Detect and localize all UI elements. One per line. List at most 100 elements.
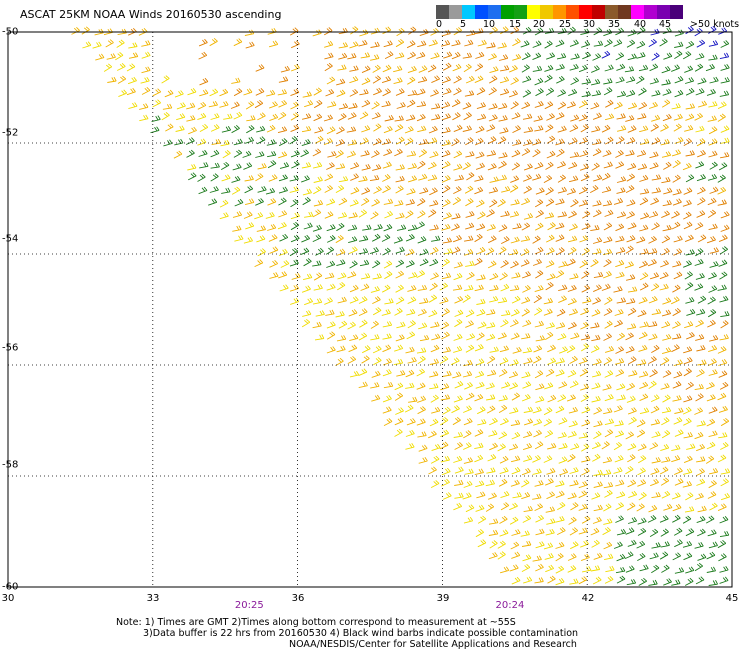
wind-barb bbox=[626, 173, 636, 182]
wind-barb bbox=[313, 99, 323, 109]
wind-barb bbox=[543, 542, 554, 550]
wind-barb bbox=[615, 52, 625, 61]
wind-barb bbox=[582, 566, 592, 573]
wind-barb bbox=[199, 77, 209, 86]
wind-barb bbox=[255, 151, 265, 158]
wind-barb bbox=[708, 369, 718, 376]
wind-barb bbox=[222, 150, 231, 159]
wind-barb bbox=[429, 358, 439, 365]
wind-barb bbox=[534, 441, 544, 450]
wind-barb bbox=[603, 78, 613, 85]
wind-barb bbox=[639, 248, 649, 255]
wind-barb bbox=[532, 493, 542, 500]
wind-barb bbox=[335, 163, 346, 170]
wind-barb bbox=[362, 345, 371, 354]
wind-barb bbox=[671, 221, 681, 230]
wind-barb bbox=[278, 186, 288, 194]
wind-barb bbox=[475, 528, 484, 538]
wind-barb bbox=[407, 51, 416, 60]
wind-barb bbox=[708, 430, 718, 438]
wind-barb bbox=[371, 112, 381, 120]
wind-barb bbox=[648, 380, 657, 389]
wind-barb bbox=[523, 357, 533, 365]
wind-barb bbox=[486, 124, 496, 132]
wind-barb bbox=[708, 358, 717, 366]
wind-barb bbox=[640, 138, 650, 145]
wind-barb bbox=[442, 87, 452, 95]
wind-barb bbox=[521, 64, 530, 73]
wind-barb bbox=[198, 186, 208, 195]
scale-label: 20 bbox=[533, 19, 546, 30]
wind-barb bbox=[605, 99, 614, 108]
wind-barb bbox=[660, 357, 670, 366]
wind-barb bbox=[453, 502, 463, 511]
wind-barb bbox=[313, 113, 323, 122]
wind-barb bbox=[244, 185, 254, 194]
wind-barb bbox=[683, 357, 693, 365]
wind-barb bbox=[696, 308, 706, 316]
wind-barb bbox=[381, 309, 391, 316]
wind-barb bbox=[290, 234, 300, 243]
wind-barb bbox=[453, 186, 462, 195]
wind-speed-scale-labels: 0 5 10 15 20 25 30 35 40 45 bbox=[430, 19, 740, 33]
wind-barb bbox=[627, 454, 636, 463]
y-tick-label: -54 bbox=[2, 233, 19, 245]
wind-barb bbox=[404, 404, 414, 413]
wind-barb bbox=[523, 431, 533, 439]
wind-barb bbox=[335, 234, 344, 244]
wind-barb bbox=[489, 442, 498, 451]
wind-barb bbox=[453, 333, 463, 341]
wind-barb bbox=[384, 114, 394, 122]
wind-barb bbox=[707, 296, 716, 305]
wind-barb bbox=[373, 123, 382, 132]
wind-barb bbox=[545, 478, 554, 486]
wind-barb bbox=[685, 174, 695, 183]
wind-barb bbox=[416, 368, 426, 377]
wind-barb bbox=[581, 419, 591, 427]
wind-barb bbox=[545, 198, 555, 207]
wind-barb bbox=[717, 284, 727, 291]
wind-barb bbox=[511, 272, 521, 279]
wind-barb bbox=[649, 552, 659, 560]
wind-barb bbox=[603, 307, 613, 316]
wind-barb bbox=[697, 359, 707, 366]
wind-barb bbox=[674, 467, 683, 476]
wind-barb bbox=[532, 406, 542, 414]
wind-barb bbox=[672, 395, 682, 402]
wind-barb bbox=[661, 417, 670, 426]
wind-barb bbox=[626, 211, 635, 219]
wind-barb bbox=[475, 480, 485, 488]
wind-barb bbox=[349, 76, 359, 84]
wind-barb bbox=[661, 430, 671, 439]
wind-barb bbox=[591, 90, 602, 97]
wind-barb bbox=[625, 465, 634, 475]
wind-barb bbox=[555, 39, 565, 48]
wind-barb bbox=[487, 260, 497, 269]
wind-barb bbox=[649, 272, 660, 280]
wind-barb bbox=[557, 161, 566, 169]
wind-barb bbox=[591, 65, 600, 73]
wind-barb bbox=[407, 296, 417, 305]
wind-barb bbox=[651, 542, 661, 549]
wind-barb bbox=[569, 273, 579, 280]
wind-barb bbox=[269, 259, 279, 268]
wind-barb bbox=[568, 420, 578, 428]
wind-barb bbox=[268, 174, 278, 182]
wind-barb bbox=[521, 308, 530, 317]
wind-barb bbox=[219, 212, 229, 220]
wind-barb bbox=[557, 27, 567, 35]
wind-barb bbox=[464, 90, 475, 97]
wind-barb bbox=[405, 260, 415, 268]
wind-barb bbox=[617, 125, 627, 132]
wind-barb bbox=[639, 224, 649, 232]
wind-barb bbox=[106, 53, 116, 60]
wind-barb bbox=[651, 492, 661, 499]
wind-barb bbox=[674, 29, 684, 37]
wind-barb bbox=[372, 273, 382, 280]
wind-barb bbox=[512, 492, 522, 499]
wind-barb bbox=[521, 540, 532, 547]
wind-barb bbox=[534, 285, 544, 293]
wind-barb bbox=[591, 441, 601, 450]
wind-barb bbox=[616, 187, 626, 194]
wind-barb bbox=[443, 212, 452, 220]
